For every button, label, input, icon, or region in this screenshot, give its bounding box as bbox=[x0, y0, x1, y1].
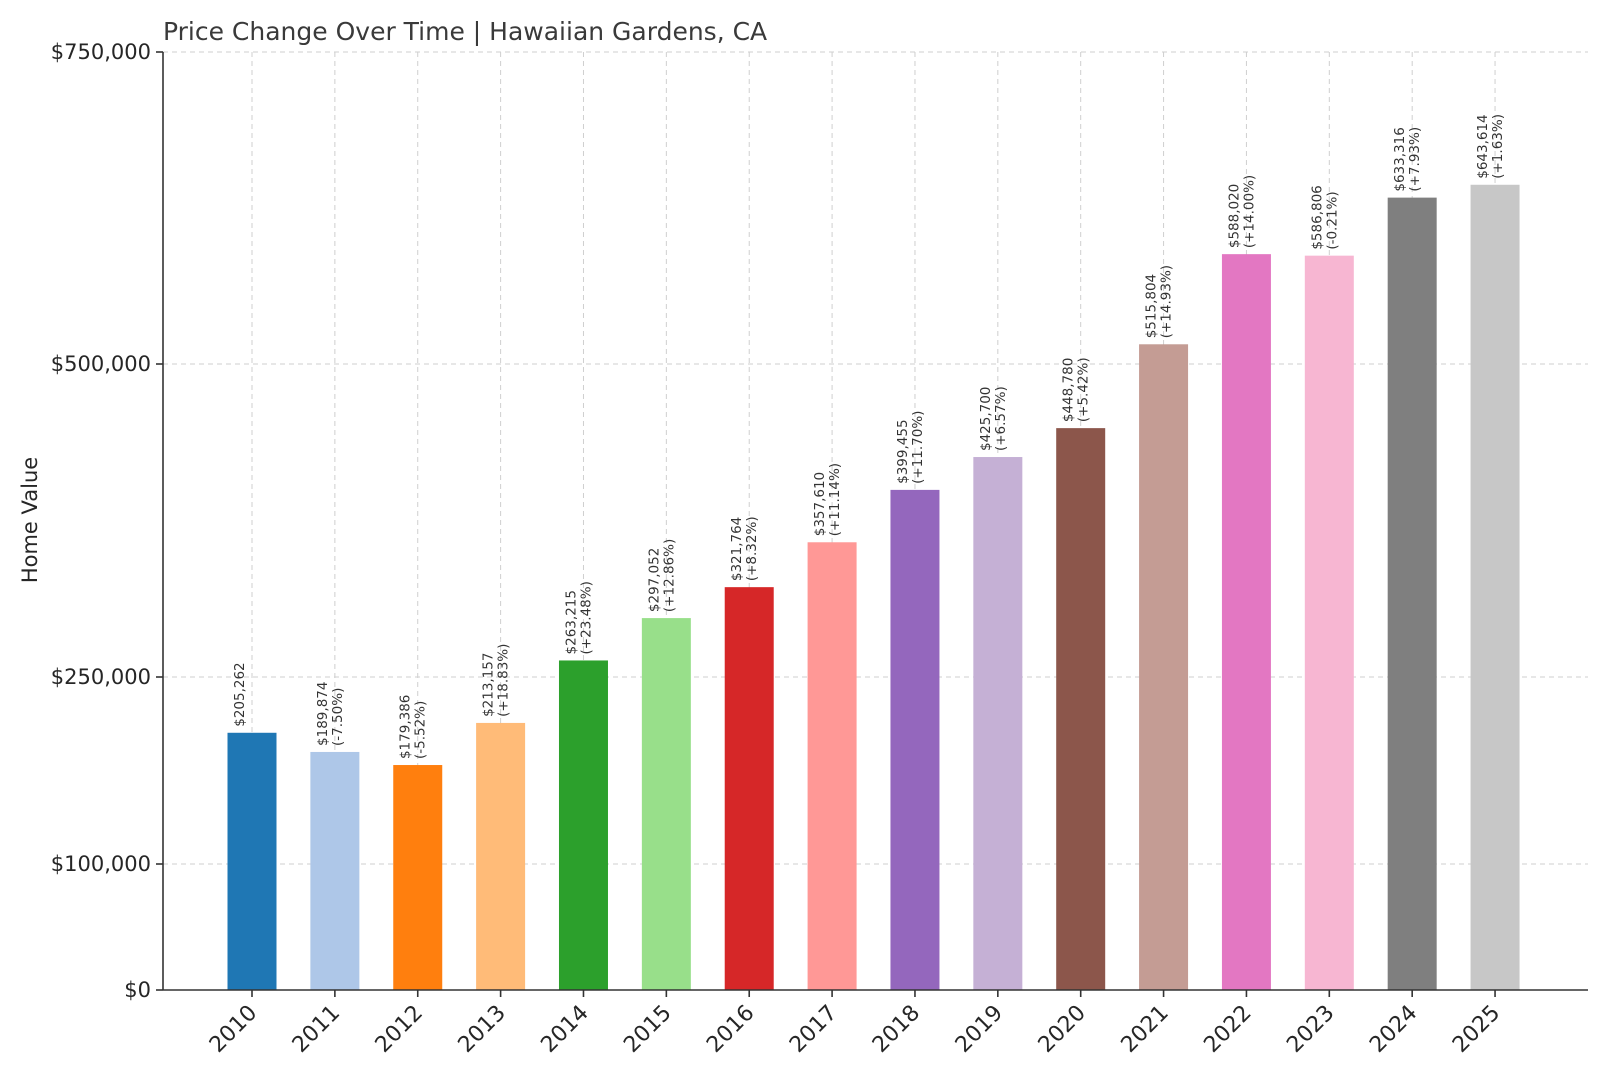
x-tick-label: 2010 bbox=[205, 1001, 262, 1058]
data-label-change: (+12.86%) bbox=[661, 539, 677, 612]
bar-2017 bbox=[807, 542, 857, 990]
y-tick-label: $250,000 bbox=[51, 665, 151, 689]
x-tick-label: 2014 bbox=[536, 1001, 593, 1058]
data-label-change: (+11.70%) bbox=[910, 411, 926, 484]
data-label-value: $321,764 bbox=[729, 517, 745, 581]
data-label-change: (-5.52%) bbox=[413, 701, 429, 759]
x-tick-label: 2016 bbox=[702, 1001, 759, 1058]
data-label-value: $643,614 bbox=[1475, 114, 1491, 178]
x-tick-label: 2013 bbox=[454, 1001, 511, 1058]
bar-2012 bbox=[393, 765, 443, 990]
x-tick-label: 2022 bbox=[1199, 1001, 1256, 1058]
y-tick-label: $100,000 bbox=[51, 852, 151, 876]
bar-2016 bbox=[724, 587, 774, 990]
bar-2020 bbox=[1056, 428, 1106, 990]
data-label-value: $425,700 bbox=[978, 387, 994, 451]
bar-2023 bbox=[1304, 255, 1354, 990]
y-axis-label: Home Value bbox=[18, 457, 42, 583]
bar-layer bbox=[227, 184, 1520, 991]
x-tick-label: 2021 bbox=[1117, 1001, 1174, 1058]
bar-2024 bbox=[1387, 197, 1437, 990]
data-label-change: (+18.83%) bbox=[496, 644, 512, 717]
chart-title: Price Change Over Time | Hawaiian Garden… bbox=[163, 17, 767, 46]
data-label-change: (-0.21%) bbox=[1324, 191, 1340, 249]
data-label-value: $263,215 bbox=[563, 590, 579, 654]
data-label-change: (+8.32%) bbox=[744, 516, 760, 581]
data-label-value: $588,020 bbox=[1226, 184, 1242, 248]
grid-layer bbox=[163, 51, 1588, 990]
y-tick-label: $0 bbox=[124, 978, 151, 1002]
y-tick-label: $750,000 bbox=[51, 40, 151, 64]
x-tick-label: 2019 bbox=[951, 1001, 1008, 1058]
x-tick-label: 2023 bbox=[1282, 1001, 1339, 1058]
data-label-value: $633,316 bbox=[1392, 127, 1408, 191]
data-label-value: $179,386 bbox=[398, 695, 414, 759]
data-label-value: $586,806 bbox=[1309, 185, 1325, 249]
bar-2018 bbox=[890, 489, 940, 990]
x-tick-label: 2017 bbox=[785, 1001, 842, 1058]
bar-2025 bbox=[1470, 184, 1520, 991]
bar-2019 bbox=[973, 457, 1023, 991]
x-tick-label: 2025 bbox=[1448, 1001, 1505, 1058]
x-tick-label: 2011 bbox=[288, 1001, 345, 1058]
data-label-value: $399,455 bbox=[895, 419, 911, 483]
data-label-change: (+14.00%) bbox=[1241, 175, 1257, 248]
data-label-change: (+23.48%) bbox=[578, 581, 594, 654]
data-label-value: $213,157 bbox=[481, 653, 497, 717]
x-tick-label: 2018 bbox=[868, 1001, 925, 1058]
bar-2014 bbox=[558, 660, 608, 990]
data-label-value: $205,262 bbox=[232, 662, 248, 726]
bar-2022 bbox=[1221, 254, 1271, 990]
data-label-value: $297,052 bbox=[646, 548, 662, 612]
data-label-change: (+6.57%) bbox=[993, 386, 1009, 451]
axis-layer bbox=[156, 51, 1588, 997]
x-tick-label: 2015 bbox=[619, 1001, 676, 1058]
y-tick-label: $500,000 bbox=[51, 352, 151, 376]
bar-2010 bbox=[227, 732, 277, 990]
data-label-change: (+7.93%) bbox=[1407, 127, 1423, 192]
bar-2011 bbox=[310, 751, 360, 990]
bar-2021 bbox=[1139, 344, 1189, 990]
x-tick-label: 2020 bbox=[1034, 1001, 1091, 1058]
bar-2015 bbox=[641, 618, 691, 990]
data-label-value: $189,874 bbox=[315, 682, 331, 746]
data-label-change: (+1.63%) bbox=[1490, 114, 1506, 179]
data-label-change: (+14.93%) bbox=[1159, 265, 1175, 338]
bar-2013 bbox=[476, 722, 526, 990]
x-tick-label: 2024 bbox=[1365, 1001, 1422, 1058]
data-label-change: (-7.50%) bbox=[330, 688, 346, 746]
data-label-value: $357,610 bbox=[812, 472, 828, 536]
data-label-change: (+5.42%) bbox=[1076, 357, 1092, 422]
data-label-value: $448,780 bbox=[1061, 358, 1077, 422]
data-label-value: $515,804 bbox=[1144, 274, 1160, 338]
x-tick-label: 2012 bbox=[371, 1001, 428, 1058]
data-label-change: (+11.14%) bbox=[827, 463, 843, 536]
